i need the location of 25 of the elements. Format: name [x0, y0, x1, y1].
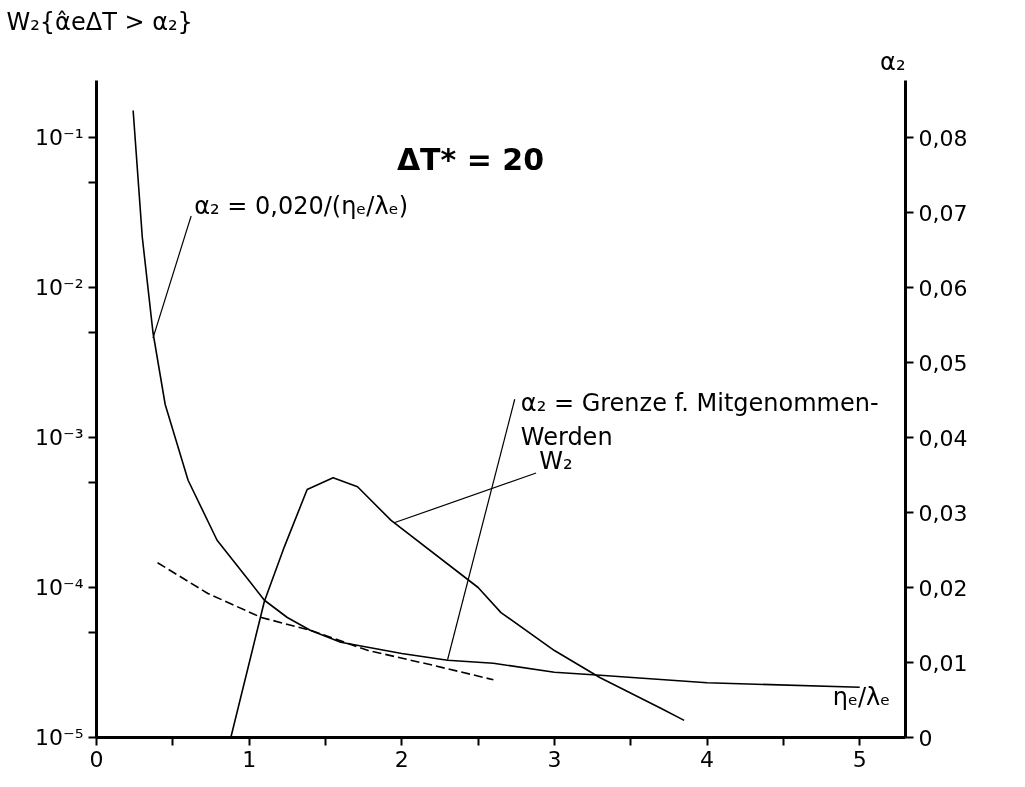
x-tick-label: 2	[394, 746, 409, 772]
annotation: α₂ = 0,020/(ηₑ/λₑ)	[194, 191, 409, 220]
y-tick-label: 10⁻¹	[35, 125, 84, 151]
y2-tick-label: 0,04	[918, 425, 968, 451]
y-tick-label: 10⁻⁴	[35, 575, 84, 601]
y2-tick-label: 0,07	[918, 200, 968, 226]
x-tick-label: 3	[547, 746, 562, 772]
y2-tick-label: 0,03	[918, 500, 968, 526]
y-tick-label: 10⁻²	[35, 275, 84, 301]
x-axis-title: ηₑ/λₑ	[832, 683, 891, 712]
y2-tick-label: 0,01	[918, 650, 968, 676]
y2-tick-label: 0,05	[918, 350, 968, 376]
y2-tick-label: 0	[918, 725, 933, 751]
y2-tick-label: 0,08	[918, 125, 968, 151]
y-axis-title: W₂{α̂eΔT > α₂}	[6, 7, 193, 36]
y-tick-label: 10⁻³	[35, 425, 84, 451]
x-tick-label: 5	[852, 746, 867, 772]
x-tick-label: 1	[242, 746, 257, 772]
y-tick-label: 10⁻⁵	[35, 725, 84, 750]
x-tick-label: 4	[700, 746, 715, 772]
y2-tick-label: 0,02	[918, 575, 968, 601]
x-tick-label: 0	[89, 746, 104, 772]
text: ΔT* = 20	[396, 142, 545, 178]
y2-axis-title: α₂	[880, 47, 906, 76]
y2-tick-label: 0,06	[918, 275, 968, 301]
